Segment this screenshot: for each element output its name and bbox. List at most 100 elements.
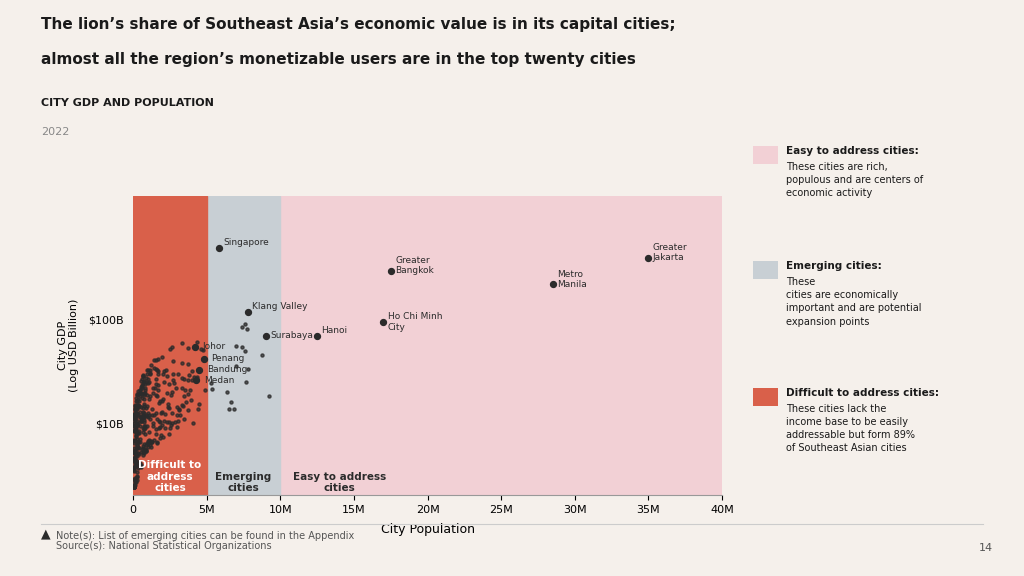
- Point: [174, 401, 190, 410]
- Point: [188, 376, 205, 385]
- Point: [148, 392, 165, 401]
- Point: [155, 395, 171, 404]
- Point: [139, 374, 156, 383]
- Text: Ho Chi Minh
City: Ho Chi Minh City: [388, 312, 442, 332]
- Point: [147, 430, 164, 439]
- Point: [153, 423, 169, 432]
- Bar: [133, 196, 281, 495]
- Point: [131, 401, 147, 410]
- Point: [136, 408, 153, 418]
- Point: [165, 357, 181, 366]
- Text: The lion’s share of Southeast Asia’s economic value is in its capital cities;: The lion’s share of Southeast Asia’s eco…: [41, 17, 676, 32]
- Point: [129, 429, 145, 438]
- Point: [129, 400, 145, 409]
- Point: [137, 385, 154, 394]
- Point: [129, 404, 145, 413]
- Point: [126, 446, 142, 456]
- Point: [179, 389, 196, 398]
- Point: [158, 365, 174, 374]
- Point: [126, 419, 142, 428]
- Point: [130, 442, 146, 452]
- Point: [133, 417, 150, 426]
- Point: [142, 392, 159, 401]
- Point: [127, 408, 143, 418]
- Text: Difficult to
address
cities: Difficult to address cities: [138, 460, 202, 493]
- Point: [195, 346, 211, 355]
- Point: [157, 410, 173, 419]
- Point: [136, 415, 153, 425]
- Point: [174, 338, 190, 347]
- Point: [129, 457, 145, 466]
- Point: [137, 447, 154, 456]
- Point: [147, 408, 164, 417]
- Point: [127, 401, 143, 411]
- Point: [132, 434, 148, 444]
- Point: [127, 481, 143, 490]
- Point: [260, 391, 276, 400]
- Point: [154, 408, 170, 417]
- Point: [128, 408, 144, 418]
- Point: [142, 438, 159, 447]
- Point: [141, 435, 158, 445]
- Point: [126, 435, 142, 445]
- Y-axis label: City GDP
(Log USD Billion): City GDP (Log USD Billion): [57, 299, 80, 392]
- Text: Surabaya: Surabaya: [270, 331, 313, 340]
- Point: [137, 446, 154, 456]
- Point: [126, 449, 142, 458]
- Point: [132, 385, 148, 395]
- Text: Easy to address
cities: Easy to address cities: [293, 472, 386, 493]
- Point: [127, 460, 143, 469]
- Point: [125, 444, 141, 453]
- Point: [170, 370, 186, 379]
- Point: [171, 404, 187, 414]
- Text: 14: 14: [979, 543, 993, 553]
- Point: [127, 454, 143, 463]
- Point: [126, 437, 142, 446]
- Point: [133, 414, 150, 423]
- Point: [125, 483, 141, 492]
- Point: [132, 408, 148, 417]
- Point: [135, 372, 152, 381]
- Point: [151, 369, 167, 378]
- Point: [226, 404, 243, 413]
- Point: [139, 408, 156, 417]
- Point: [186, 342, 203, 351]
- Bar: [133, 196, 207, 495]
- Point: [167, 417, 183, 426]
- Point: [128, 393, 144, 402]
- Point: [150, 366, 166, 376]
- Point: [126, 409, 142, 418]
- Point: [138, 438, 155, 448]
- Point: [126, 474, 142, 483]
- Point: [138, 377, 155, 386]
- Point: [136, 378, 153, 387]
- Point: [135, 444, 152, 453]
- Point: [129, 396, 145, 406]
- Point: [128, 461, 144, 470]
- Point: [132, 421, 148, 430]
- Point: [126, 480, 142, 489]
- Point: [134, 378, 151, 388]
- Point: [135, 371, 152, 380]
- Point: [140, 394, 157, 403]
- Point: [169, 423, 185, 432]
- Point: [170, 416, 186, 425]
- Point: [142, 442, 159, 452]
- Point: [128, 477, 144, 486]
- Point: [132, 462, 148, 471]
- Point: [128, 418, 144, 427]
- Point: [132, 461, 148, 470]
- Point: [129, 434, 145, 444]
- Point: [175, 401, 191, 411]
- Text: Metro
Manila: Metro Manila: [557, 270, 587, 289]
- Point: [133, 381, 150, 391]
- Point: [148, 365, 165, 374]
- Point: [127, 400, 143, 410]
- Point: [142, 361, 159, 370]
- Point: [128, 413, 144, 422]
- Point: [139, 412, 156, 422]
- Point: [194, 344, 210, 354]
- Point: [130, 464, 146, 473]
- Text: Klang Valley: Klang Valley: [252, 302, 308, 311]
- Point: [184, 366, 201, 375]
